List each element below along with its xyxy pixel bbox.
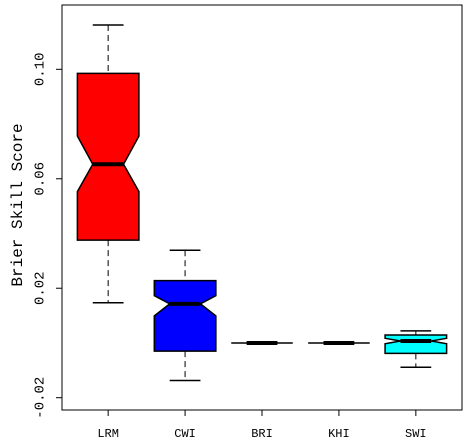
y-axis-label: Brier Skill Score: [9, 123, 27, 286]
box: [153, 279, 217, 352]
box: [76, 72, 140, 241]
y-tick-label: 0.02: [33, 271, 49, 305]
x-tick-label: CWI: [174, 427, 196, 441]
box: [384, 334, 448, 355]
x-tick-label: BRI: [251, 427, 273, 441]
x-tick-label: KHI: [328, 427, 350, 441]
x-tick-label: SWI: [405, 427, 427, 441]
y-tick-label: 0.10: [33, 53, 49, 87]
x-tick-label: LRM: [97, 427, 119, 441]
y-tick-label: 0.06: [33, 162, 49, 196]
y-tick-label: -0.02: [33, 377, 49, 419]
